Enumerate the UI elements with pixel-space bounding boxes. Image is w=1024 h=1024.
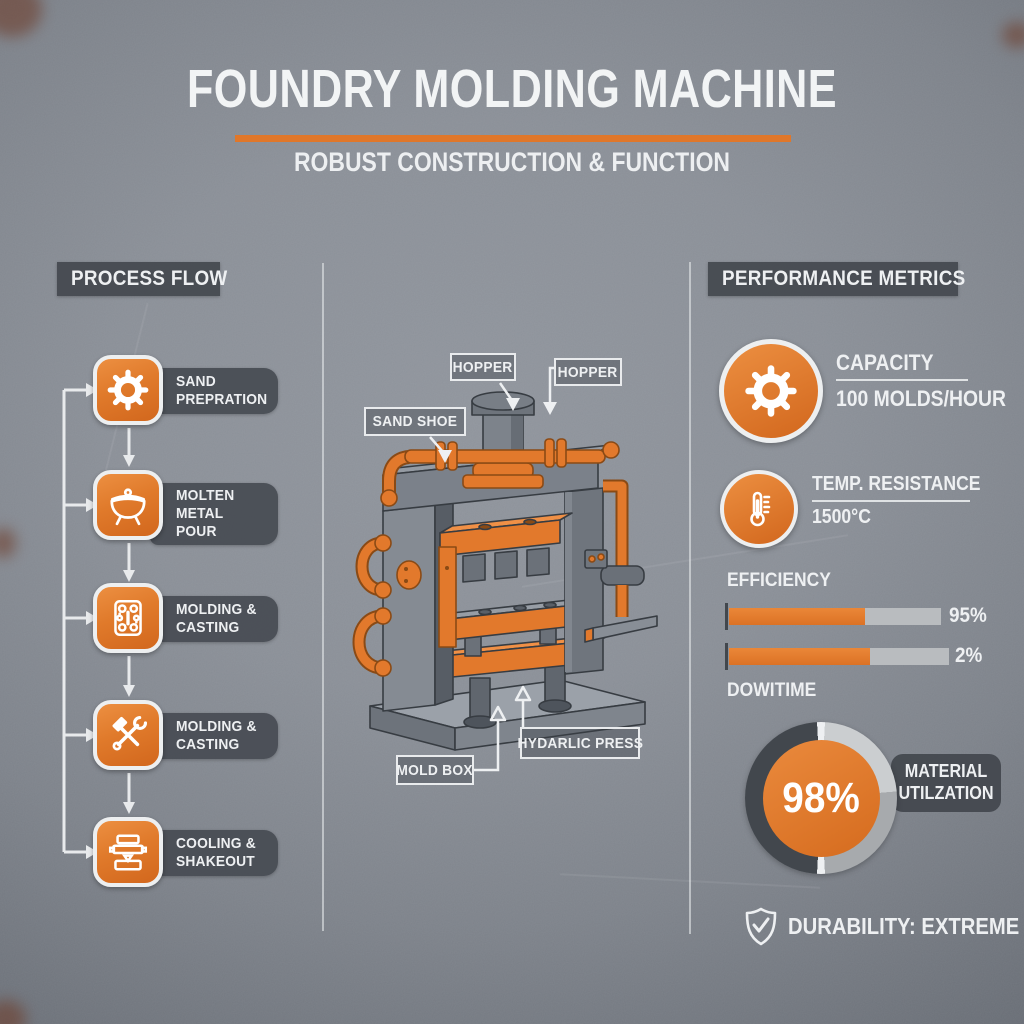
flow-step-text: MOLDING & CASTING: [176, 718, 257, 753]
callout-connector-lines: [429, 366, 556, 772]
efficiency-bar-fill: [729, 608, 865, 625]
capacity-badge: [719, 339, 823, 443]
rust-spot: [0, 528, 16, 558]
callout-text: HOPPER: [453, 358, 513, 376]
callout-text: SAND SHOE: [372, 413, 458, 430]
mold-plate-icon: [114, 600, 142, 636]
material-utilization-label: MATERIAL UTILZATION: [898, 761, 994, 803]
durability-text: DURABILITY: EXTREME: [788, 912, 1020, 939]
flow-step-tile: [93, 470, 163, 540]
title-accent-rule: [235, 135, 791, 142]
temperature-value: 1500°C: [812, 506, 871, 528]
bar-axis-tick: [725, 643, 728, 670]
callout-hopper-2: HOPPER: [554, 358, 622, 386]
page-subtitle: ROBUST CONSTRUCTION & FUNCTION: [293, 147, 731, 177]
callout-text: HOPPER: [558, 363, 618, 381]
flow-step-tile: [93, 583, 163, 653]
performance-metrics-heading-label: PERFORMANCE METRICS: [722, 267, 966, 290]
efficiency-bar: [729, 608, 941, 625]
flow-step-text: COOLING & SHAKEOUT: [176, 835, 256, 870]
page-title: FOUNDRY MOLDING MACHINE: [187, 59, 837, 119]
shakeout-machine-icon: [108, 834, 148, 871]
flow-step-label: COOLING & SHAKEOUT: [150, 830, 278, 876]
flow-step-text: SAND PREPRATION: [176, 373, 268, 408]
tools-icon: [112, 715, 148, 751]
flow-step-label: MOLDING & CASTING: [150, 713, 278, 759]
downtime-label: DOWITIME: [727, 680, 817, 701]
flow-step-tile: [93, 700, 163, 770]
callout-arrowheads: [438, 398, 557, 722]
shield-check-icon: [745, 907, 777, 946]
efficiency-value: 95%: [949, 604, 987, 627]
donut-center: 98%: [762, 739, 880, 857]
process-flow-heading: PROCESS FLOW: [57, 262, 227, 296]
performance-metrics-heading: PERFORMANCE METRICS: [708, 262, 965, 296]
bar-axis-tick: [725, 603, 728, 630]
column-divider-left: [322, 263, 324, 931]
flow-step-tile: [93, 817, 163, 887]
flow-step-label: MOLDING & CASTING: [150, 596, 278, 642]
material-utilization-box: MATERIAL UTILZATION: [891, 754, 1001, 812]
flow-step-text: MOLTEN METAL POUR: [176, 487, 235, 540]
rust-spot: [1002, 22, 1024, 48]
callout-mold-box: MOLD BOX: [396, 755, 474, 785]
durability-row: DURABILITY: EXTREME: [744, 906, 1024, 946]
column-divider-right: [689, 262, 691, 934]
callout-hopper: HOPPER: [450, 353, 516, 381]
callout-text: MOLD BOX: [396, 761, 474, 779]
downtime-value: 2%: [955, 644, 983, 667]
temperature-underline: [812, 500, 970, 502]
rust-spot: [0, 0, 42, 37]
flow-step-label: SAND PREPRATION: [150, 368, 278, 414]
callout-hydraulic-press: HYDARLIC PRESS: [517, 727, 643, 759]
efficiency-label: EFFICIENCY: [727, 570, 831, 591]
callout-sand-shoe: SAND SHOE: [364, 407, 466, 436]
gear-icon: [107, 369, 149, 411]
callout-text: HYDARLIC PRESS: [517, 734, 643, 752]
material-utilization-donut: 98%: [745, 722, 897, 874]
downtime-bar-fill: [729, 648, 870, 665]
capacity-value: 100 MOLDS/HOUR: [836, 386, 1006, 411]
temperature-label: TEMP. RESISTANCE: [812, 473, 981, 495]
cauldron-icon: [110, 488, 146, 526]
temperature-badge: [720, 470, 798, 548]
molding-machine-illustration: [352, 366, 658, 772]
gear-icon: [745, 365, 797, 417]
flow-step-tile: [93, 355, 163, 425]
flow-step-text: MOLDING & CASTING: [176, 601, 257, 636]
capacity-label: CAPACITY: [836, 350, 934, 375]
process-flow-heading-label: PROCESS FLOW: [71, 267, 228, 290]
downtime-bar: [729, 648, 949, 665]
rust-spot: [0, 1000, 26, 1024]
donut-value: 98%: [782, 773, 860, 822]
capacity-underline: [836, 379, 968, 381]
flow-step-label: MOLTEN METAL POUR: [150, 483, 278, 545]
thermometer-icon: [750, 491, 771, 527]
